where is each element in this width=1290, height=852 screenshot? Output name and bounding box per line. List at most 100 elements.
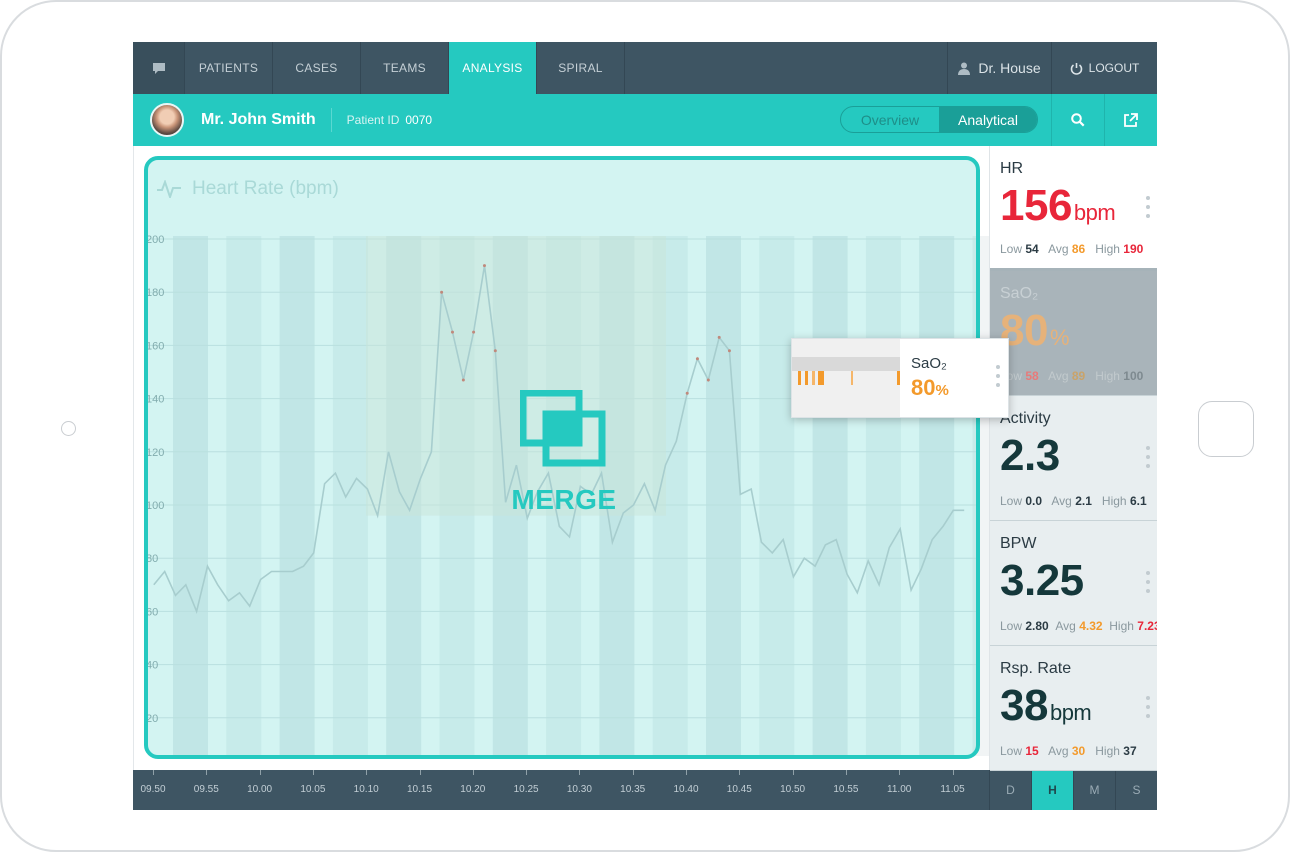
search-button[interactable] (1051, 94, 1103, 146)
range-day-button[interactable]: D (989, 770, 1031, 810)
x-tick-label: 10.30 (566, 784, 592, 795)
app-screen: PATIENTS CASES TEAMS ANALYSIS SPIRAL Dr.… (133, 42, 1157, 810)
home-button[interactable] (1198, 401, 1254, 457)
x-tick-label: 10.20 (460, 784, 486, 795)
peak-point (706, 378, 710, 382)
vital-label: SaO₂ (1000, 285, 1039, 302)
vital-value: 156bpm (1000, 181, 1116, 230)
merge-label: MERGE (511, 484, 617, 515)
x-tick-label: 10.50 (780, 784, 806, 795)
float-card-label: SaO₂ (911, 355, 947, 372)
x-tick (739, 770, 741, 775)
chat-icon (152, 62, 165, 74)
chart-band (226, 236, 262, 756)
vital-value: 80% (1000, 306, 1070, 355)
vital-label: HR (1000, 160, 1024, 177)
x-tick-label: 10.55 (833, 784, 859, 795)
toggle-analytical[interactable]: Analytical (939, 107, 1037, 132)
y-tick-label: 140 (146, 394, 164, 406)
dragged-sao2-card[interactable]: SaO₂ 80% (791, 338, 1009, 418)
chart-band (173, 236, 208, 756)
peak-point (440, 290, 444, 294)
range-selector: D H M S (989, 770, 1157, 810)
x-tick-label: 09.55 (193, 784, 219, 795)
x-tick (153, 770, 154, 775)
vital-card-activity[interactable]: Activity 2.3 Low 0.0 Avg 2.1 High 6.1 (990, 396, 1157, 521)
peak-point (461, 378, 465, 382)
time-axis[interactable]: 09.50 09.55 10.00 10.05 10.10 10.15 10.20 10.25… (133, 770, 989, 810)
user-name: Dr. House (978, 60, 1041, 76)
vital-card-rsp-rate[interactable]: Rsp. Rate 38bpm Low 15 Avg 30 High 37 (990, 646, 1157, 771)
search-icon (1070, 113, 1084, 127)
x-tick-label: 10.40 (673, 784, 699, 795)
y-tick-label: 120 (146, 447, 164, 459)
x-tick (206, 770, 208, 775)
heart-rate-line (153, 265, 965, 615)
more-vertical-icon[interactable] (1146, 446, 1150, 473)
heartbeat-icon (157, 180, 181, 198)
patient-id-value: 0070 (405, 113, 433, 127)
vital-value: 3.25 (1000, 556, 1084, 605)
vital-stats: Low 58 Avg 89 High 100 (1000, 369, 1144, 383)
x-tick-label: 11.00 (887, 784, 912, 795)
user-menu[interactable]: Dr. House (947, 42, 1051, 94)
heart-rate-chart: 20 40 60 80 100 120 140 160 180 200 (146, 234, 990, 756)
power-icon (1070, 62, 1082, 75)
x-tick-label: 10.15 (406, 784, 433, 795)
vital-value: 2.3 (1000, 431, 1060, 480)
vital-card-sao2[interactable]: SaO₂ 80% Low 58 Avg 89 High 100 (990, 271, 1157, 396)
vital-label: Rsp. Rate (1000, 660, 1072, 677)
vital-label: BPW (1000, 535, 1037, 552)
logout-button[interactable]: LOGOUT (1051, 42, 1157, 94)
more-vertical-icon[interactable] (1146, 696, 1150, 723)
chart-band (865, 236, 901, 756)
logout-label: LOGOUT (1088, 61, 1140, 75)
tab-teams[interactable]: TEAMS (361, 42, 449, 94)
x-tick (845, 770, 847, 775)
y-tick-label: 60 (146, 606, 158, 618)
tab-patients[interactable]: PATIENTS (185, 42, 273, 94)
more-vertical-icon[interactable] (1146, 196, 1150, 223)
vital-value: 38bpm (1000, 681, 1092, 730)
chart-band (919, 236, 955, 756)
chart-title-text: Heart Rate (bpm) (192, 178, 339, 199)
tab-spiral[interactable]: SPIRAL (537, 42, 625, 94)
vital-stats: Low 2.80 Avg 4.32 High 7.23 (1000, 619, 1157, 633)
x-tick-label: 10.05 (300, 784, 326, 795)
vitals-panel: HR 156bpm Low 54 Avg 86 High 190 SaO₂ 80… (989, 146, 1157, 771)
vital-card-bpw[interactable]: BPW 3.25 Low 2.80 Avg 4.32 High 7.23 (990, 521, 1157, 646)
x-tick (366, 770, 368, 775)
x-tick (686, 770, 687, 775)
range-minute-button[interactable]: M (1073, 770, 1115, 810)
patient-id-label: Patient ID (346, 113, 400, 127)
chart-title: Heart Rate (bpm) (156, 178, 339, 200)
range-hour-button[interactable]: H (1031, 770, 1073, 810)
peak-point (482, 264, 486, 268)
patient-name: Mr. John Smith (201, 108, 332, 132)
tab-cases[interactable]: CASES (273, 42, 361, 94)
x-tick (526, 770, 528, 775)
x-tick (312, 770, 314, 775)
toggle-overview[interactable]: Overview (860, 111, 920, 128)
vital-label: Activity (1000, 410, 1051, 427)
x-tick (419, 770, 421, 775)
x-tick (472, 770, 474, 775)
export-button[interactable] (1104, 94, 1156, 146)
merge-drop-zone[interactable] (144, 156, 980, 759)
external-link-icon (1124, 112, 1138, 127)
peak-point (472, 330, 476, 334)
vital-stats: Low 0.0 Avg 2.1 High 6.1 (1000, 494, 1147, 508)
x-tick (952, 770, 954, 775)
peak-point (685, 391, 689, 395)
more-vertical-icon[interactable] (996, 365, 1000, 392)
range-second-button[interactable]: S (1115, 770, 1157, 810)
chart-band (332, 236, 368, 756)
float-card-value: 80% (911, 375, 949, 400)
more-vertical-icon[interactable] (1146, 571, 1150, 598)
tab-analysis[interactable]: ANALYSIS (449, 42, 537, 94)
vital-card-hr[interactable]: HR 156bpm Low 54 Avg 86 High 190 (990, 146, 1157, 271)
chat-button[interactable] (133, 42, 185, 94)
sao2-mini-chart (792, 339, 900, 417)
x-tick (259, 770, 261, 775)
peak-point (493, 349, 497, 353)
